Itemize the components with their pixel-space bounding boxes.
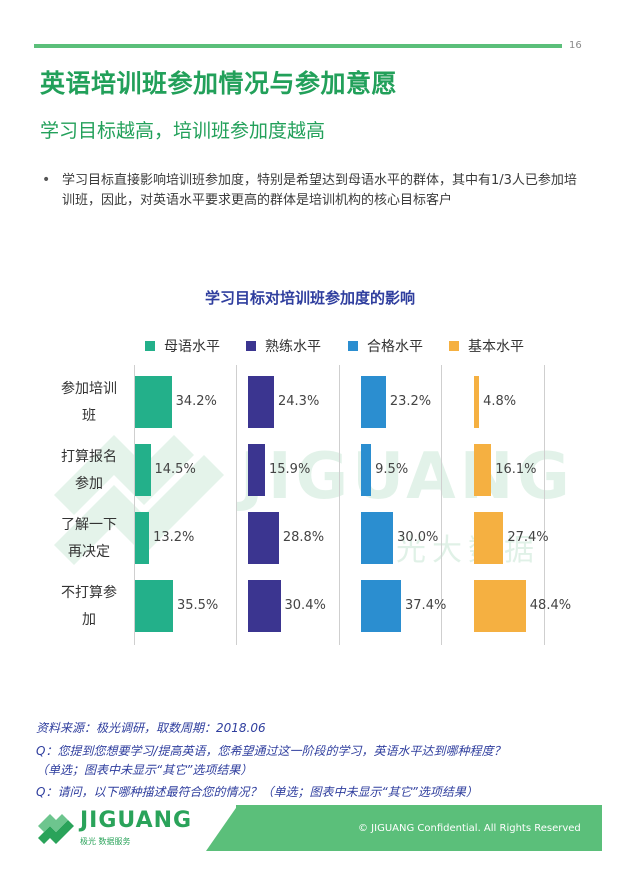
- question-1: Q：您提到您想要学习/提高英语，您希望通过这一阶段的学习，英语水平达到哪种程度？: [36, 744, 506, 758]
- top-divider: [34, 44, 562, 48]
- bar: [361, 512, 394, 564]
- legend-item-qualified: 合格水平: [348, 337, 423, 355]
- row-label-line: 参加: [75, 476, 103, 492]
- footer-band: [236, 805, 602, 851]
- legend-label: 母语水平: [164, 339, 220, 355]
- bar: [474, 580, 526, 632]
- data-label: 24.3%: [278, 394, 320, 409]
- data-label: 37.4%: [405, 598, 447, 613]
- bullet-marker: •: [42, 172, 51, 188]
- bar: [361, 376, 386, 428]
- bar: [361, 580, 402, 632]
- bar: [135, 512, 150, 564]
- page-title: 英语培训班参加情况与参加意愿: [40, 69, 398, 98]
- column-divider: [236, 365, 237, 645]
- legend-label: 合格水平: [367, 339, 423, 355]
- question-1-note: （单选；图表中未显示“其它”选项结果）: [36, 763, 253, 777]
- legend-item-native: 母语水平: [145, 337, 220, 355]
- bar: [474, 512, 504, 564]
- column-divider: [339, 365, 340, 645]
- column-divider: [134, 365, 135, 645]
- legend-label: 熟练水平: [265, 339, 321, 355]
- row-label-line: 了解一下: [61, 517, 117, 533]
- data-label: 30.4%: [284, 598, 326, 613]
- bar: [135, 580, 173, 632]
- bar: [135, 444, 151, 496]
- column-divider: [441, 365, 442, 645]
- row-label-line: 加: [82, 612, 96, 628]
- legend-swatch: [246, 341, 256, 351]
- row-label-plan: 打算报名 参加: [50, 444, 128, 498]
- data-label: 9.5%: [375, 462, 409, 477]
- data-label: 14.5%: [154, 462, 196, 477]
- column-divider: [544, 365, 545, 645]
- legend-swatch: [145, 341, 155, 351]
- watermark-logo-icon: [54, 435, 224, 565]
- watermark-text: JIGUANG: [240, 440, 574, 514]
- data-label: 30.0%: [397, 530, 439, 545]
- data-label: 28.8%: [282, 530, 325, 545]
- data-label: 34.2%: [175, 394, 217, 409]
- row-label-line: 再决定: [68, 544, 110, 560]
- data-label: 27.4%: [507, 530, 549, 545]
- footer-tagline: 极光 数据服务: [80, 837, 131, 846]
- jiguang-logo-icon: [38, 814, 74, 844]
- bar: [474, 444, 492, 496]
- page-number: 16: [569, 40, 582, 51]
- row-label-line: 班: [82, 408, 96, 424]
- legend-item-basic: 基本水平: [449, 337, 524, 355]
- footer-copyright: © JIGUANG Confidential. All Rights Reser…: [358, 823, 581, 834]
- data-label: 35.5%: [176, 598, 219, 613]
- chart-title: 学习目标对培训班参加度的影响: [204, 289, 415, 307]
- data-label: 15.9%: [269, 462, 311, 477]
- bar: [248, 512, 279, 564]
- legend-label: 基本水平: [468, 339, 524, 355]
- bar: [248, 580, 281, 632]
- row-label-line: 参加培训: [61, 381, 117, 397]
- footer-band-edge: [206, 805, 238, 851]
- data-label: 16.1%: [495, 462, 537, 477]
- legend-swatch: [449, 341, 459, 351]
- row-label-enrolled: 参加培训 班: [50, 376, 128, 430]
- bar: [248, 444, 265, 496]
- bar: [474, 376, 480, 428]
- data-label: 23.2%: [389, 394, 432, 409]
- row-label-consider: 了解一下 再决定: [50, 512, 128, 566]
- data-label: 48.4%: [529, 598, 572, 613]
- row-label-no-plan: 不打算参 加: [50, 580, 128, 634]
- bar: [361, 444, 372, 496]
- footer-brand: JIGUANG: [80, 808, 193, 833]
- legend-item-proficient: 熟练水平: [246, 337, 321, 355]
- source-note: 资料来源：极光调研，取数周期：2018.06: [36, 721, 266, 735]
- question-2: Q：请问，以下哪种描述最符合您的情况？（单选；图表中未显示“其它”选项结果）: [36, 785, 478, 799]
- bar: [135, 376, 172, 428]
- bullet-text: 学习目标直接影响培训班参加度，特别是希望达到母语水平的群体，其中有1/3人已参加…: [62, 173, 577, 208]
- page-subtitle: 学习目标越高，培训班参加度越高: [40, 120, 326, 142]
- bar: [248, 376, 274, 428]
- row-label-line: 不打算参: [61, 585, 117, 601]
- data-label: 13.2%: [153, 530, 195, 545]
- row-label-line: 打算报名: [61, 449, 117, 465]
- legend-swatch: [348, 341, 358, 351]
- data-label: 4.8%: [483, 394, 517, 409]
